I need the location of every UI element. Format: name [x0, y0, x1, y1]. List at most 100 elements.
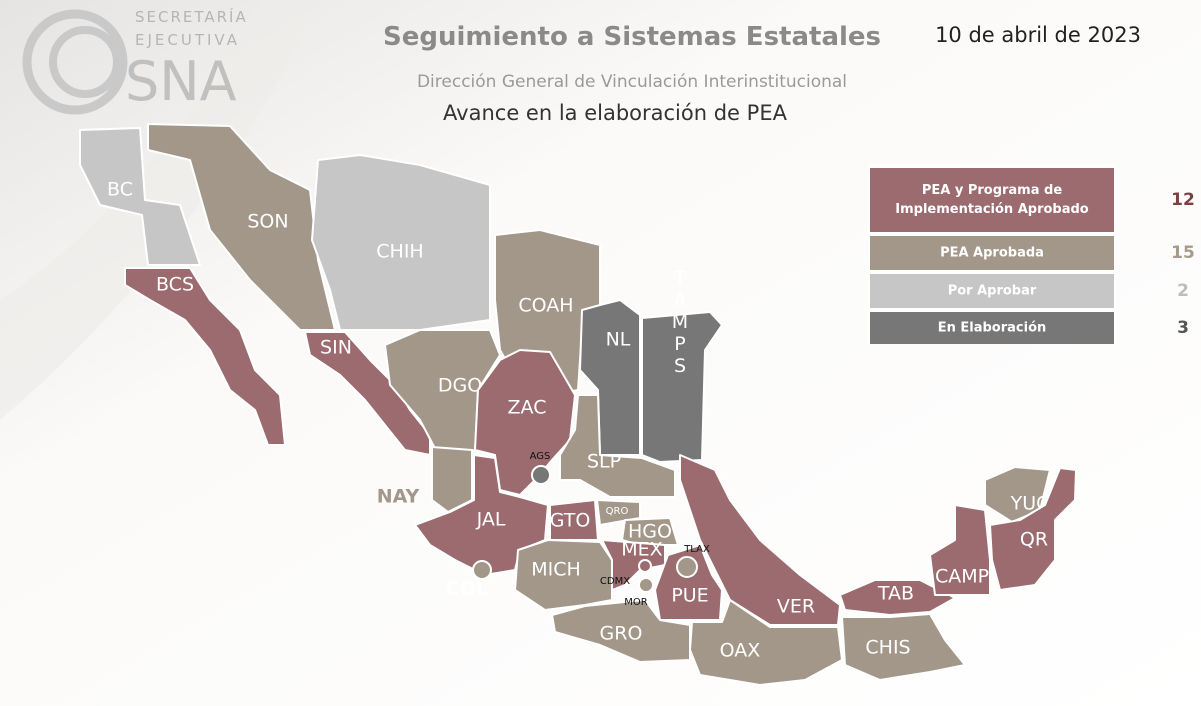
state: MICH: [514, 539, 613, 611]
state-label: OAX: [720, 640, 761, 662]
state-shape: [689, 599, 843, 686]
state-label: AGS: [530, 451, 551, 462]
state-label: MOR: [624, 597, 647, 608]
state: OAX: [689, 599, 843, 686]
state-shape: [579, 299, 641, 456]
state: COL: [446, 560, 492, 600]
state-label: BC: [107, 179, 133, 201]
state-shape: [654, 544, 723, 621]
state-label: NAY: [377, 486, 420, 508]
state-shape: [679, 454, 841, 626]
state-shape: [514, 539, 613, 611]
logo: SECRETARÍA EJECUTIVA SNA: [22, 7, 246, 115]
state: BC: [79, 127, 201, 266]
legend-swatch: [870, 168, 1114, 232]
state-shape: [676, 556, 698, 578]
state: GRO: [551, 599, 691, 663]
state-label: PUE: [671, 585, 708, 607]
state: CAMP: [929, 504, 991, 596]
state-shape: [147, 123, 336, 331]
legend-count: 3: [1177, 318, 1189, 338]
state: HGO: [621, 517, 679, 546]
state-shape: [79, 127, 201, 266]
state: VER: [679, 454, 841, 626]
state-label: ZAC: [508, 397, 547, 419]
state: AGS: [530, 451, 551, 485]
state-label: VER: [777, 596, 815, 618]
state-label: TAMPS: [669, 267, 691, 377]
title: Seguimiento a Sistemas Estatales: [383, 22, 881, 52]
heading: Avance en la elaboración de PEA: [443, 101, 788, 125]
logo-ring: [22, 9, 128, 115]
state-label: DGO: [438, 375, 482, 397]
state: SON: [147, 123, 336, 331]
state-shape: [124, 267, 286, 446]
state: JAL: [414, 454, 549, 576]
state: TAB: [839, 579, 956, 616]
legend-label: Por Aprobar: [948, 284, 1037, 299]
legend-swatch: [870, 274, 1114, 308]
state-label: QR: [1020, 529, 1048, 551]
logo-text: EJECUTIVA: [135, 31, 240, 49]
state-label: BCS: [156, 274, 194, 296]
state: NAY: [377, 446, 473, 513]
map: BC SON CHIH BCS COAH SIN DGO NL TAMPS ZA…: [79, 123, 1077, 686]
state: SLP: [559, 394, 676, 498]
state-shape: [601, 539, 666, 591]
state: TAMPS: [641, 267, 723, 463]
state: CHIH: [311, 154, 491, 331]
state-shape: [311, 154, 491, 331]
state-label: TLAX: [683, 544, 710, 555]
state-label: CHIH: [376, 241, 423, 263]
state-label: JAL: [476, 509, 506, 531]
state-shape: [472, 560, 492, 580]
state: QRO: [596, 499, 641, 526]
state: MEX: [601, 539, 666, 591]
state-shape: [596, 499, 641, 526]
logo-acronym: SNA: [125, 50, 237, 113]
state: MOR: [624, 577, 654, 608]
state-label: CHIS: [865, 637, 910, 659]
state: BCS: [124, 267, 286, 446]
logo-ring: [49, 26, 121, 98]
state-label: SLP: [587, 451, 621, 473]
state: DGO: [384, 329, 501, 459]
state-shape: [559, 394, 676, 498]
state-label: NL: [606, 329, 631, 351]
date: 10 de abril de 2023: [935, 23, 1141, 47]
state-label: HGO: [628, 521, 672, 543]
state-label: SON: [247, 211, 288, 233]
state: GTO: [549, 499, 599, 541]
state: ZAC: [474, 349, 576, 496]
state-shape: [989, 467, 1077, 591]
state-label: CDMX: [600, 576, 630, 587]
state-shape: [531, 465, 551, 485]
subtitle: Dirección General de Vinculación Interin…: [417, 72, 847, 92]
state-shape: [638, 577, 654, 593]
legend-label: PEA y Programa de: [922, 183, 1063, 198]
state-label: SIN: [320, 337, 352, 359]
state-label: MEX: [621, 539, 662, 561]
state-label: QRO: [606, 506, 629, 517]
state-label: CAMP: [935, 566, 989, 588]
state-shape: [839, 579, 956, 616]
state: QR: [989, 467, 1077, 591]
state-shape: [549, 499, 599, 541]
state: CHIS: [841, 613, 966, 681]
legend-count: 2: [1177, 281, 1189, 301]
legend-count: 15: [1171, 243, 1195, 263]
state-label: MICH: [531, 559, 581, 581]
state-shape: [641, 311, 723, 463]
state-label: COL: [446, 578, 488, 600]
state-shape: [638, 559, 652, 573]
state-label: COAH: [518, 295, 573, 317]
legend-label: PEA Aprobada: [940, 246, 1044, 261]
state-shape: [929, 504, 991, 596]
state: NL: [579, 299, 641, 456]
state: SIN: [304, 331, 431, 456]
state-label: GRO: [600, 623, 643, 645]
state-shape: [414, 454, 549, 576]
legend-count: 12: [1171, 190, 1195, 210]
legend-label: Implementación Aprobado: [895, 202, 1089, 217]
